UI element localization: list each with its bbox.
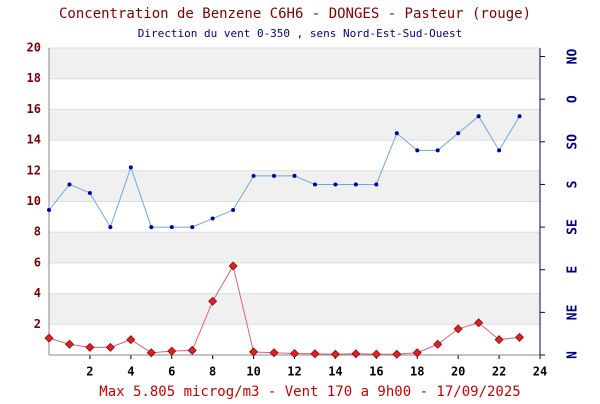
marker <box>415 148 420 153</box>
marker <box>126 335 136 345</box>
marker <box>476 114 481 119</box>
x-tick-label: 6 <box>168 365 175 379</box>
x-tick-label: 24 <box>533 365 547 379</box>
band <box>49 109 540 141</box>
marker <box>87 190 92 195</box>
x-tick-label: 10 <box>246 365 260 379</box>
marker <box>392 349 402 359</box>
marker <box>190 225 195 230</box>
marker <box>105 342 115 352</box>
marker <box>351 349 361 359</box>
marker <box>435 148 440 153</box>
marker <box>290 348 299 358</box>
marker <box>433 339 443 349</box>
x-tick-label: 18 <box>410 365 424 379</box>
x-tick-label: 2 <box>86 365 93 379</box>
marker <box>292 173 297 178</box>
marker <box>272 173 277 178</box>
y-tick-label: 14 <box>27 133 41 147</box>
marker <box>269 348 279 358</box>
marker <box>453 324 463 334</box>
band <box>49 293 540 325</box>
chart-title: Concentration de Benzene C6H6 - DONGES -… <box>59 6 531 22</box>
x-tick-label: 20 <box>451 365 465 379</box>
marker <box>210 216 215 221</box>
marker <box>312 182 317 187</box>
marker <box>374 182 379 187</box>
y2-tick-label: NO <box>566 49 581 65</box>
marker <box>169 225 174 230</box>
marker <box>67 182 72 187</box>
y2-tick-label: S <box>566 180 581 188</box>
marker <box>149 225 154 230</box>
x-tick-label: 8 <box>209 365 216 379</box>
marker <box>353 182 358 187</box>
x-tick-label: 16 <box>369 365 383 379</box>
marker <box>251 173 256 178</box>
marker <box>310 349 320 359</box>
y-tick-label: 16 <box>27 102 41 116</box>
y2-tick-label: O <box>566 95 581 103</box>
chart-subtitle: Direction du vent 0-350 , sens Nord-Est-… <box>138 27 463 40</box>
y-tick-label: 12 <box>27 163 41 177</box>
y2-tick-label: SO <box>566 134 581 150</box>
footer: Max 5.805 microg/m3 - Vent 170 a 9h00 - … <box>99 384 520 400</box>
marker <box>330 349 340 359</box>
y-tick-label: 18 <box>27 71 41 85</box>
marker <box>231 208 236 213</box>
x-tick-label: 12 <box>287 365 301 379</box>
marker <box>208 296 218 306</box>
marker <box>167 346 177 356</box>
y-tick-label: 8 <box>34 225 41 239</box>
y2-tick-label: N <box>566 351 581 359</box>
x-tick-label: 4 <box>127 365 134 379</box>
y-tick-label: 2 <box>34 317 41 331</box>
y-tick-label: 4 <box>34 286 41 300</box>
marker <box>394 131 399 136</box>
marker <box>249 347 259 357</box>
marker <box>333 182 338 187</box>
marker <box>517 114 522 119</box>
marker <box>371 349 381 359</box>
band <box>49 232 540 263</box>
series-line <box>48 115 520 229</box>
y-tick-label: 6 <box>34 255 41 269</box>
marker <box>128 165 133 170</box>
y2-tick-label: NE <box>566 305 581 321</box>
series-line <box>48 264 520 355</box>
marker <box>412 348 422 358</box>
marker <box>64 339 74 349</box>
y2-tick-label: E <box>566 266 581 274</box>
marker <box>497 148 502 153</box>
marker <box>108 225 113 230</box>
y-tick-label: 10 <box>27 194 41 208</box>
marker <box>187 345 197 355</box>
x-tick-label: 14 <box>328 365 342 379</box>
marker <box>146 348 156 358</box>
y2-tick-label: SE <box>566 219 581 235</box>
marker <box>47 208 51 213</box>
x-tick-label: 22 <box>492 365 506 379</box>
marker <box>44 333 54 343</box>
marker <box>85 342 95 352</box>
marker <box>494 335 504 345</box>
marker <box>228 261 238 271</box>
y-tick-label: 20 <box>27 41 41 55</box>
marker <box>456 131 461 136</box>
band <box>49 48 540 79</box>
marker <box>515 332 525 342</box>
marker <box>474 318 484 328</box>
